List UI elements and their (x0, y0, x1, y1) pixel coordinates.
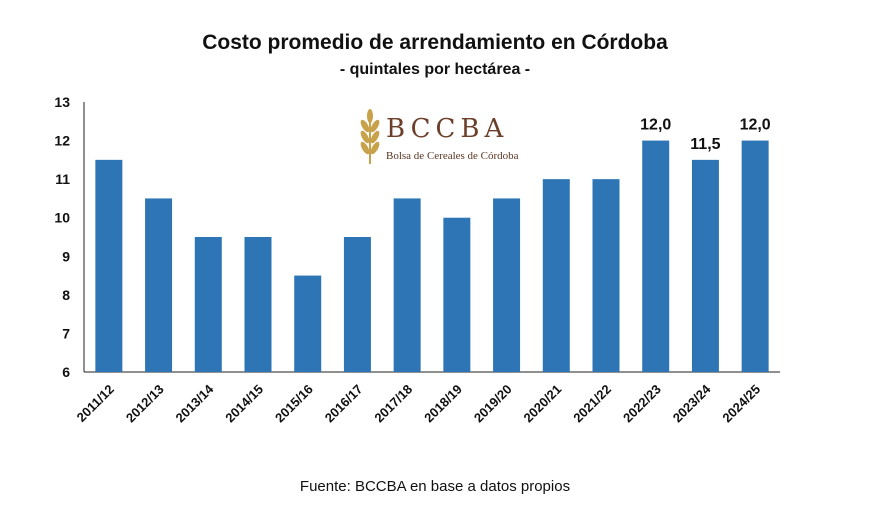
chart-subtitle: - quintales por hectárea - (339, 61, 531, 78)
x-tick-label: 2021/22 (570, 382, 614, 426)
y-tick-label: 6 (62, 364, 70, 380)
bar (741, 140, 769, 372)
chart-title: Costo promedio de arrendamiento en Córdo… (202, 31, 668, 54)
x-tick-label: 2020/21 (521, 382, 565, 426)
x-tick-label: 2023/24 (670, 381, 714, 425)
x-tick-label: 2016/17 (322, 382, 366, 426)
y-tick-label: 7 (62, 325, 70, 341)
y-tick-label: 8 (62, 287, 70, 303)
y-tick-label: 11 (55, 171, 70, 187)
bar (343, 237, 371, 372)
bar (642, 140, 670, 372)
x-tick-label: 2024/25 (719, 382, 763, 426)
y-tick-label: 10 (54, 210, 70, 226)
data-label: 11,5 (690, 136, 720, 153)
bar (542, 179, 570, 372)
x-tick-label: 2014/15 (222, 382, 266, 426)
y-tick-label: 9 (62, 248, 70, 264)
data-label: 12,0 (640, 117, 671, 134)
bar (145, 198, 173, 372)
x-tick-label: 2011/12 (74, 382, 117, 425)
bar (393, 198, 421, 372)
x-tick-label: 2012/13 (123, 382, 167, 426)
bar (592, 179, 620, 372)
x-tick-label: 2019/20 (471, 382, 515, 426)
x-tick-label: 2017/18 (371, 382, 415, 426)
bar (244, 237, 272, 372)
x-tick-label: 2013/14 (173, 381, 217, 425)
y-tick-label: 12 (54, 133, 70, 149)
x-tick-label: 2015/16 (272, 382, 316, 426)
logo-name: BCCBA (386, 114, 509, 144)
x-tick-label: 2022/23 (620, 382, 664, 426)
bar (691, 159, 719, 372)
source-note: Fuente: BCCBA en base a datos propios (299, 478, 571, 495)
wheat-icon (360, 109, 380, 164)
data-label: 12,0 (740, 117, 771, 134)
bar (493, 198, 521, 372)
y-tick-label: 13 (54, 94, 70, 110)
bccba-logo: BCCBA Bolsa de Cereales de Córdoba (356, 106, 519, 166)
bar (443, 217, 471, 372)
logo-tagline: Bolsa de Cereales de Córdoba (386, 150, 519, 162)
bar (294, 275, 322, 372)
bar (194, 237, 222, 372)
x-tick-label: 2018/19 (421, 382, 465, 426)
bar (95, 159, 123, 372)
